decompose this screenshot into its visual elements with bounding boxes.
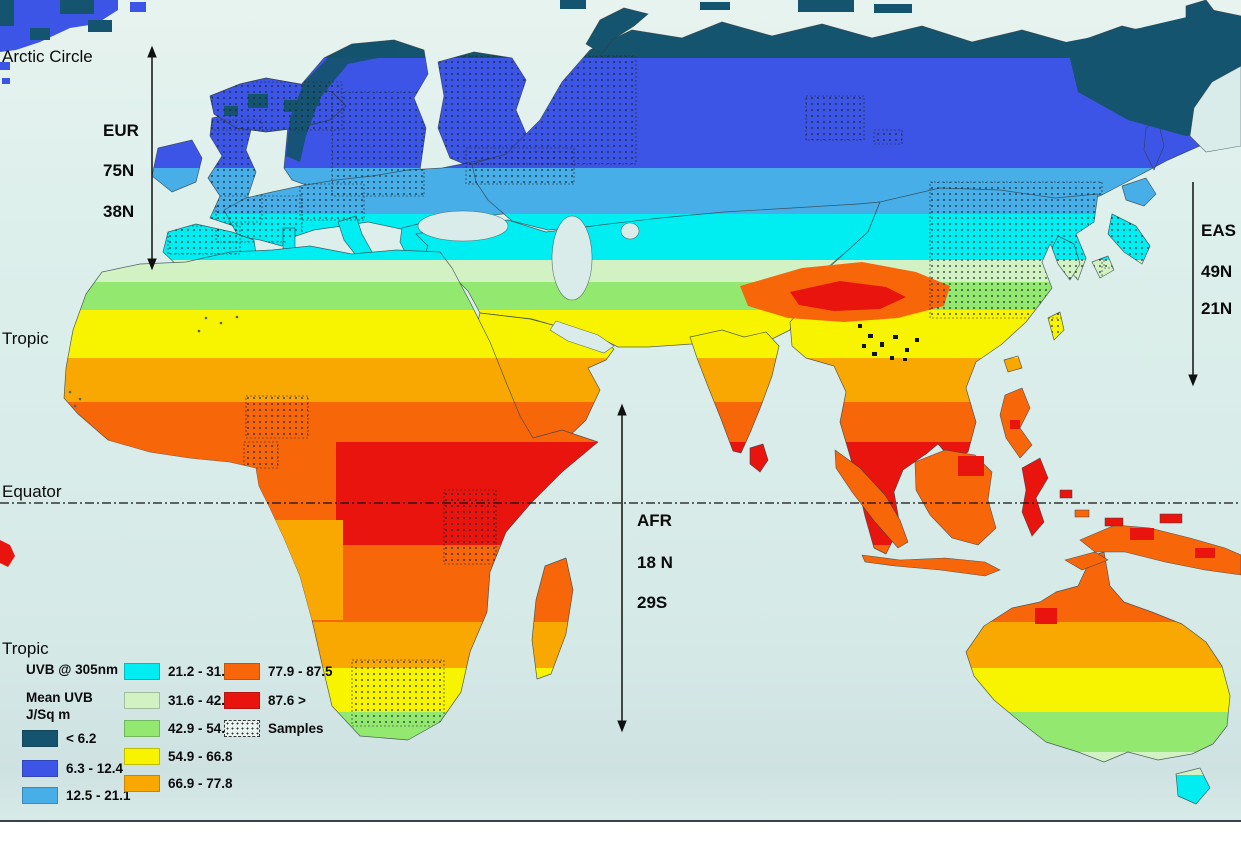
legend-swatch-gt-87-6: [224, 692, 260, 709]
bottom-margin: [0, 822, 1241, 841]
legend-swatch-77-9-87-5: [224, 663, 260, 680]
legend-row: 21.2 - 31.5: [124, 663, 233, 680]
legend-row: 6.3 - 12.4: [22, 760, 123, 777]
uvb-world-map: Arctic Circle Tropic Equator Tropic EUR …: [0, 0, 1241, 822]
australia-red-patch: [1035, 608, 1057, 624]
aral-sea: [620, 222, 640, 240]
region-eas-top: 49N: [1201, 262, 1233, 281]
hokkaido-landmass: [1121, 177, 1157, 207]
legend-range-label: 66.9 - 77.8: [168, 776, 233, 791]
legend-swatch-21-2-31-5: [124, 663, 160, 680]
legend-range-label: 77.9 - 87.5: [268, 664, 333, 679]
legend-swatch-samples: [224, 720, 260, 737]
hainan-landmass: [1003, 355, 1023, 373]
maritime-southeast-asia: [834, 387, 1241, 577]
timor-landmass: [1064, 551, 1109, 571]
legend-row: 31.6 - 42.8: [124, 692, 233, 709]
legend-swatch-42-9-54-8: [124, 720, 160, 737]
india-landmass: [689, 329, 780, 454]
tropic-south-label: Tropic: [2, 639, 49, 658]
legend-range-label: < 6.2: [66, 731, 97, 746]
ireland-landmass: [151, 139, 203, 193]
novaya-zemlya-landmass: [585, 7, 649, 55]
legend-swatch-66-9-77-8: [124, 775, 160, 792]
tropic-north-label: Tropic: [2, 329, 49, 348]
himalaya-marks: [858, 324, 919, 361]
legend-swatch-12-5-21-1: [22, 787, 58, 804]
legend-row: < 6.2: [22, 730, 96, 747]
region-eas-bottom: 21N: [1201, 299, 1233, 318]
annotation-lines: [0, 45, 1241, 733]
legend-row: 54.9 - 66.8: [124, 748, 233, 765]
legend-row: 42.9 - 54.8: [124, 720, 233, 737]
region-eur-top: 75N: [103, 161, 135, 180]
legend-range-label: 21.2 - 31.5: [168, 664, 233, 679]
legend-row: 87.6 >: [224, 692, 306, 709]
legend-range-label: 87.6 >: [268, 693, 306, 708]
region-eur-bottom: 38N: [103, 202, 135, 221]
black-sea: [417, 210, 509, 242]
region-afr-top: 18 N: [637, 553, 673, 572]
legend-row: 12.5 - 21.1: [22, 787, 131, 804]
sulawesi-landmass: [1021, 457, 1049, 537]
legend-range-label: 31.6 - 42.8: [168, 693, 233, 708]
legend-swatch-6-3-12-4: [22, 760, 58, 777]
sri-lanka-landmass: [749, 443, 769, 473]
region-afr-code: AFR: [637, 511, 672, 530]
legend-range-label: 12.5 - 21.1: [66, 788, 131, 803]
legend-swatch-54-9-66-8: [124, 748, 160, 765]
madagascar-landmass: [531, 557, 574, 680]
legend-row: 77.9 - 87.5: [224, 663, 333, 680]
inland-seas: [417, 65, 1241, 354]
legend-range-label: 54.9 - 66.8: [168, 749, 233, 764]
legend-range-label: 42.9 - 54.8: [168, 721, 233, 736]
legend-title: UVB @ 305nm: [26, 662, 118, 677]
legend-row: Samples: [224, 720, 324, 737]
tasmania-landmass: [1175, 767, 1211, 805]
arctic-circle-label: Arctic Circle: [2, 47, 93, 66]
region-afr-bottom: 29S: [637, 593, 668, 612]
equator-label: Equator: [2, 482, 62, 501]
legend-range-label: 6.3 - 12.4: [66, 761, 124, 776]
legend-samples-label: Samples: [268, 721, 324, 736]
region-eur-code: EUR: [103, 121, 139, 140]
caspian-sea: [551, 215, 593, 301]
africa-color-patches: [64, 440, 343, 620]
legend-swatch-lt-6-2: [22, 730, 58, 747]
java-landmass: [861, 554, 1001, 577]
new-guinea-landmass: [1079, 524, 1241, 576]
island-specks: [68, 315, 239, 408]
sea-of-okhotsk: [1189, 65, 1241, 153]
australia-landmass: [965, 551, 1231, 763]
region-eas-code: EAS: [1201, 221, 1236, 240]
sumatra-landmass: [834, 449, 909, 549]
legend-units-label: Mean UVB J/Sq m: [26, 690, 93, 722]
legend-swatch-31-6-42-8: [124, 692, 160, 709]
legend-row: 66.9 - 77.8: [124, 775, 233, 792]
world-map-canvas: [0, 0, 1241, 805]
south-america-tip: [0, 540, 15, 567]
persian-gulf: [549, 320, 615, 354]
tibet-anomaly: [740, 262, 950, 322]
